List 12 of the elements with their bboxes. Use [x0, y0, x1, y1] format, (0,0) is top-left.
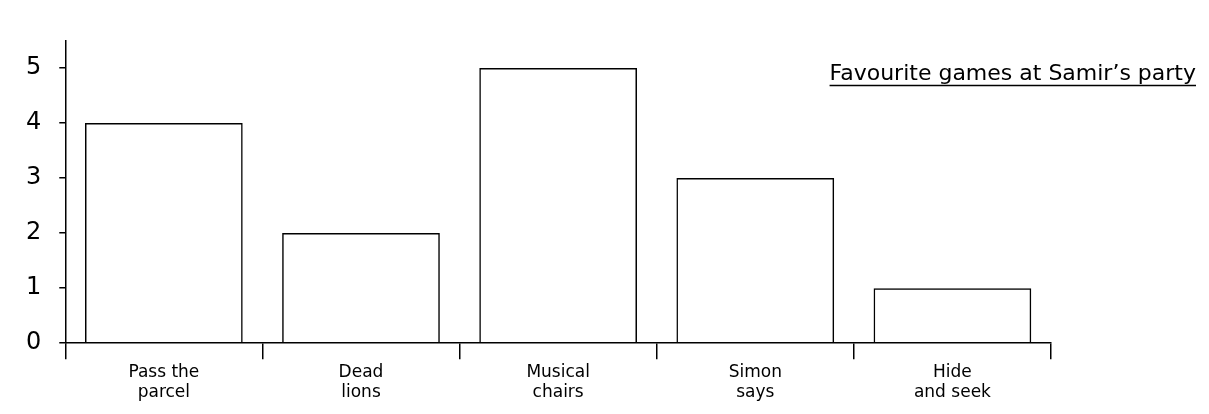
x-tick-label: Simon says: [728, 360, 782, 402]
x-tick-label: Pass the parcel: [128, 360, 200, 402]
y-tick-label: 0: [25, 327, 42, 356]
y-tick-label: 1: [25, 272, 42, 301]
y-tick-label: 3: [25, 162, 42, 191]
y-tick-label: 4: [25, 107, 42, 136]
y-tick-label: 5: [25, 52, 42, 81]
y-tick-label: 2: [25, 217, 42, 246]
text: Favourite games at Samir’s party: [829, 60, 1196, 86]
x-tick-label: Hide and seek: [913, 360, 992, 402]
x-tick-label: Dead lions: [338, 360, 384, 402]
x-tick-label: Musical chairs: [526, 360, 590, 402]
